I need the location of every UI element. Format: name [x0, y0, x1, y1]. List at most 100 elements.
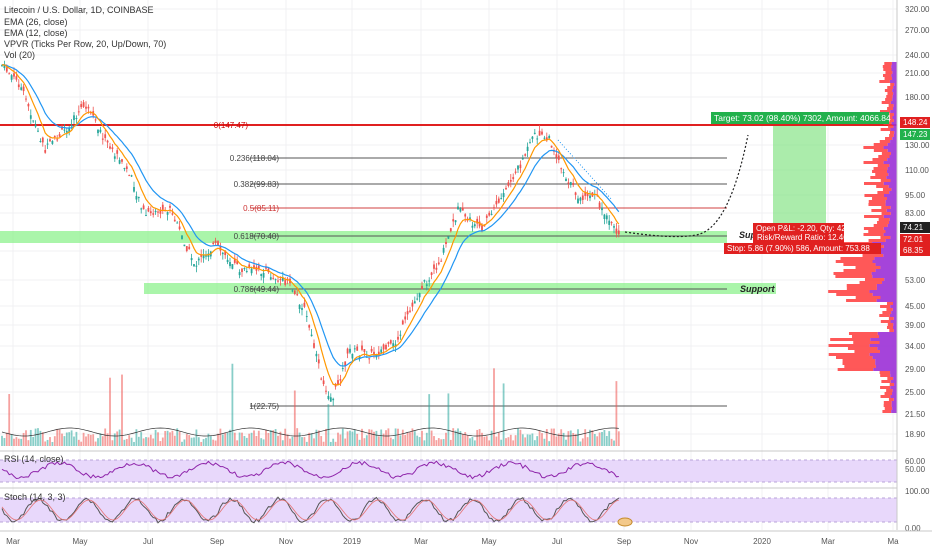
candle[interactable]	[373, 351, 375, 355]
candle[interactable]	[13, 73, 15, 77]
candle[interactable]	[37, 130, 39, 132]
candle[interactable]	[577, 198, 579, 204]
candle[interactable]	[481, 225, 483, 231]
candle[interactable]	[377, 351, 380, 355]
candle[interactable]	[550, 145, 553, 148]
candle[interactable]	[39, 141, 42, 143]
candle[interactable]	[262, 272, 265, 278]
candle[interactable]	[337, 380, 339, 385]
candle[interactable]	[154, 210, 157, 213]
candle[interactable]	[565, 178, 567, 182]
candle[interactable]	[370, 348, 373, 352]
candle[interactable]	[452, 219, 455, 222]
candle[interactable]	[433, 264, 435, 269]
candle[interactable]	[454, 220, 457, 223]
candle[interactable]	[5, 67, 8, 72]
candle[interactable]	[277, 280, 279, 282]
candle[interactable]	[392, 343, 395, 347]
candle[interactable]	[610, 222, 613, 224]
ema12-label[interactable]: EMA (12, close)	[4, 28, 68, 38]
candle[interactable]	[493, 207, 495, 209]
candle[interactable]	[73, 115, 75, 121]
candle[interactable]	[87, 106, 90, 109]
candle[interactable]	[490, 213, 493, 215]
candle[interactable]	[507, 182, 510, 186]
candle[interactable]	[344, 361, 347, 367]
candle[interactable]	[413, 301, 416, 304]
candle[interactable]	[598, 202, 601, 208]
candle[interactable]	[385, 344, 387, 350]
candle[interactable]	[399, 334, 402, 336]
candle[interactable]	[226, 259, 229, 263]
candle[interactable]	[101, 138, 104, 140]
candle[interactable]	[22, 86, 25, 92]
candle[interactable]	[17, 84, 20, 88]
candle[interactable]	[601, 207, 603, 211]
candle[interactable]	[176, 222, 179, 224]
stop-label-box[interactable]	[724, 243, 881, 254]
candle[interactable]	[589, 195, 591, 199]
candle[interactable]	[58, 134, 61, 137]
candle[interactable]	[476, 218, 479, 224]
time-axis[interactable]: Mar May Jul Sep Nov 2019 Mar May Jul Sep Nov 2020 Ma…	[6, 537, 899, 546]
candle[interactable]	[301, 308, 303, 310]
candle[interactable]	[159, 209, 162, 214]
candle[interactable]	[44, 150, 47, 153]
candle[interactable]	[229, 262, 231, 267]
candle[interactable]	[332, 398, 335, 401]
candle[interactable]	[269, 277, 272, 280]
candle[interactable]	[615, 228, 618, 234]
candle[interactable]	[34, 124, 37, 127]
candle[interactable]	[560, 168, 563, 170]
candle[interactable]	[608, 220, 611, 225]
candle[interactable]	[161, 204, 164, 210]
candle[interactable]	[212, 242, 215, 244]
candle[interactable]	[140, 208, 143, 210]
candle[interactable]	[293, 290, 296, 294]
candle[interactable]	[411, 302, 414, 307]
candle[interactable]	[181, 235, 183, 239]
candle[interactable]	[152, 213, 155, 215]
candle[interactable]	[459, 208, 462, 212]
candle[interactable]	[529, 142, 531, 144]
candle[interactable]	[543, 137, 546, 139]
candle[interactable]	[25, 98, 27, 100]
candle[interactable]	[325, 390, 327, 392]
candle[interactable]	[135, 196, 138, 200]
candle[interactable]	[157, 211, 159, 213]
vpvr-label[interactable]: VPVR (Ticks Per Row, 20, Up/Down, 70)	[4, 39, 167, 49]
candle[interactable]	[317, 359, 320, 364]
candle[interactable]	[265, 267, 267, 269]
candle[interactable]	[82, 102, 85, 107]
candle[interactable]	[32, 120, 35, 122]
candle[interactable]	[368, 358, 371, 360]
candle[interactable]	[387, 342, 390, 344]
candle[interactable]	[361, 345, 363, 350]
candle[interactable]	[457, 206, 459, 210]
candle[interactable]	[185, 246, 188, 251]
candle[interactable]	[51, 140, 54, 144]
candle[interactable]	[339, 379, 342, 381]
candle[interactable]	[109, 146, 111, 149]
candle[interactable]	[351, 353, 354, 359]
candle[interactable]	[617, 230, 620, 235]
candle[interactable]	[572, 183, 575, 186]
candle[interactable]	[557, 155, 560, 160]
candle[interactable]	[536, 138, 539, 140]
candle[interactable]	[77, 111, 80, 113]
candle[interactable]	[3, 64, 6, 69]
candle[interactable]	[113, 156, 116, 159]
candle[interactable]	[298, 304, 301, 309]
candle[interactable]	[406, 311, 409, 315]
candle[interactable]	[8, 73, 11, 75]
candle[interactable]	[471, 225, 474, 228]
candle[interactable]	[284, 280, 287, 285]
candle[interactable]	[512, 177, 515, 180]
candle[interactable]	[296, 294, 299, 296]
candle[interactable]	[473, 224, 476, 227]
candle[interactable]	[169, 205, 171, 208]
candle[interactable]	[231, 264, 234, 269]
candle[interactable]	[214, 240, 217, 243]
candle[interactable]	[356, 346, 359, 351]
